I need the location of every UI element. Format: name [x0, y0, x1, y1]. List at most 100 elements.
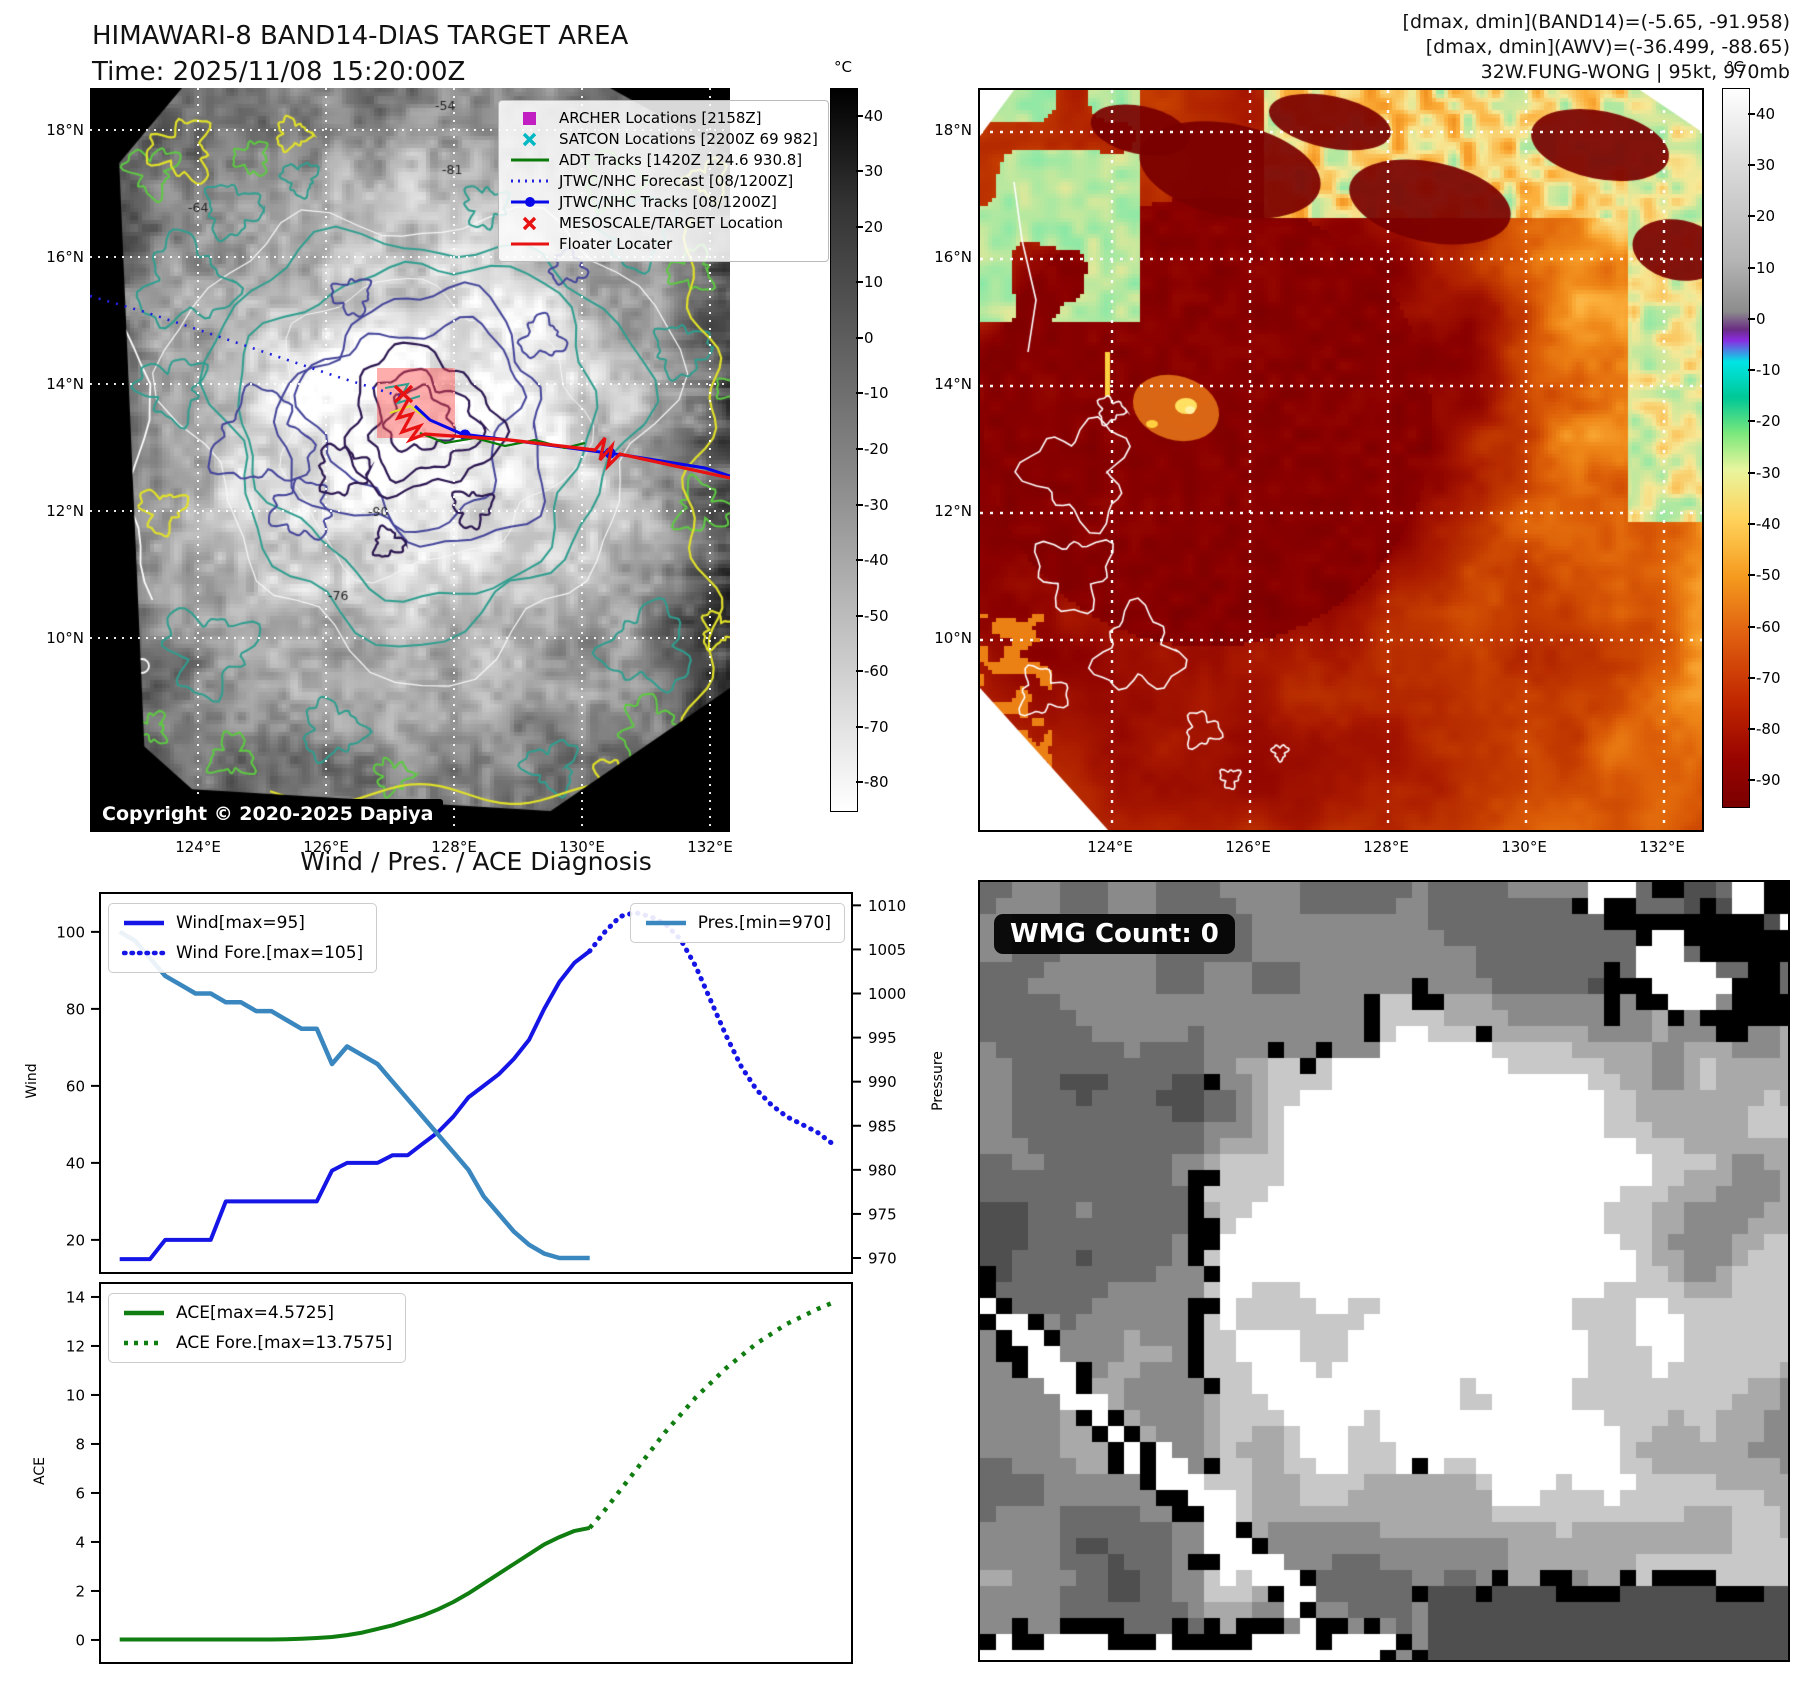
awv-cbar-tickmark [1748, 676, 1755, 679]
awv-cbar-ticklabel: -80 [1756, 720, 1781, 739]
wmg-panel: WMG Count: 0 [978, 880, 1790, 1662]
square-legend-marker-icon [523, 112, 536, 125]
band14-cbar-tickmark [856, 281, 863, 284]
legend-item-3: JTWC/NHC Forecast [08/1200Z] [509, 171, 818, 191]
tr-xtick: 128°E [1363, 838, 1409, 856]
band14-cbar-ticklabel: -30 [864, 495, 889, 514]
awv-map-image [980, 90, 1702, 830]
series-pres- [118, 929, 590, 1261]
awv-cbar-tickmark [1748, 471, 1755, 474]
awv-cbar-tickmark [1748, 779, 1755, 782]
tr-xtick: 124°E [1087, 838, 1133, 856]
tl-xtick: 124°E [175, 838, 221, 856]
tr-xtick: 126°E [1225, 838, 1271, 856]
band14-cbar-ticklabel: 40 [864, 106, 884, 125]
legend-item-6: Floater Locater [509, 234, 818, 254]
awv-cbar-ticklabel: -10 [1756, 361, 1781, 380]
diagnosis-charts: 1008060402010101005100099599098598097597… [56, 892, 906, 1664]
awv-cbar-tickmark [1748, 266, 1755, 269]
band14-cbar-ticklabel: 0 [864, 328, 874, 347]
awv-header-line1: [dmax, dmin](BAND14)=(-5.65, -91.958) [1402, 11, 1790, 33]
band14-cbar-ticklabel: -80 [864, 773, 889, 792]
legend-item-label: SATCON Locations [2200Z 69 982] [559, 130, 818, 148]
tl-ytick: 18°N [46, 121, 84, 139]
series-line-icon [124, 1310, 164, 1316]
wind-legend: Wind[max=95] Wind Fore.[max=105] [108, 903, 378, 973]
svg-text:0: 0 [75, 1631, 85, 1649]
awv-cbar-ticklabel: -60 [1756, 617, 1781, 636]
awv-cbar-ticklabel: 0 [1756, 309, 1766, 328]
band14-cbar-tickmark [856, 114, 863, 117]
awv-cbar-tickmark [1748, 574, 1755, 577]
svg-text:4: 4 [75, 1533, 85, 1551]
legend-item-0: ARCHER Locations [2158Z] [509, 108, 818, 128]
awv-cbar-ticklabel: 40 [1756, 104, 1776, 123]
target-x-icon [393, 384, 414, 404]
tr-ytick: 12°N [934, 502, 972, 520]
tr-ytick: 10°N [934, 629, 972, 647]
legend-item-5: MESOSCALE/TARGET Location [509, 213, 818, 233]
awv-cbar-ticklabel: 30 [1756, 155, 1776, 174]
band14-cbar-tickmark [856, 170, 863, 173]
awv-cbar-ticklabel: -20 [1756, 412, 1781, 431]
wmg-pixel-image [980, 882, 1788, 1660]
svg-text:80: 80 [66, 1000, 85, 1018]
awv-header-line2: [dmax, dmin](AWV)=(-36.499, -88.65) [1425, 36, 1790, 58]
series-line-icon [124, 920, 164, 926]
awv-cbar-ticklabel: 20 [1756, 207, 1776, 226]
svg-text:10: 10 [66, 1386, 85, 1404]
band14-cbar-ticklabel: -40 [864, 551, 889, 570]
svg-text:12: 12 [66, 1337, 85, 1355]
svg-text:40: 40 [66, 1154, 85, 1172]
legend-entry-label: Pres.[min=970] [697, 913, 831, 933]
svg-text:6: 6 [75, 1484, 85, 1502]
band14-panel-title: HIMAWARI-8 BAND14-DIAS TARGET AREA Time:… [92, 18, 628, 90]
awv-cbar-tickmark [1748, 625, 1755, 628]
legend-item-label: JTWC/NHC Tracks [08/1200Z] [559, 193, 777, 211]
tr-ytick: 18°N [934, 121, 972, 139]
svg-text:985: 985 [868, 1117, 897, 1135]
copyright-badge: Copyright © 2020-2025 Dapiya [92, 799, 444, 829]
legend-entry: ACE Fore.[max=13.7575] [122, 1333, 392, 1353]
legend-item-4: JTWC/NHC Tracks [08/1200Z] [509, 192, 818, 212]
band14-cbar-ticklabel: -70 [864, 717, 889, 736]
awv-map-overlay [980, 90, 1702, 830]
band14-cbar-ticklabel: -50 [864, 606, 889, 625]
awv-satellite-map [978, 88, 1704, 832]
awv-colorbar [1722, 88, 1750, 808]
svg-text:980: 980 [868, 1161, 897, 1179]
tl-xtick: 126°E [303, 838, 349, 856]
band14-title-line2: Time: 2025/11/08 15:20:00Z [92, 57, 466, 87]
legend-item-1: SATCON Locations [2200Z 69 982] [509, 129, 818, 149]
band14-cbar-tickmark [856, 225, 863, 228]
series-line-icon [122, 950, 166, 956]
awv-cbar-ticklabel: 10 [1756, 258, 1776, 277]
svg-text:970: 970 [868, 1250, 897, 1268]
awv-cbar-ticklabel: -40 [1756, 514, 1781, 533]
tl-ytick: 12°N [46, 502, 84, 520]
band14-cbar-tickmark [856, 392, 863, 395]
legend-item-2: ADT Tracks [1420Z 124.6 930.8] [509, 150, 818, 170]
tr-xtick: 130°E [1501, 838, 1547, 856]
awv-cbar-tickmark [1748, 317, 1755, 320]
series-wind [119, 949, 591, 1262]
series-ace-fore- [587, 1300, 834, 1530]
band14-cbar-tickmark [856, 448, 863, 450]
legend-entry-label: ACE Fore.[max=13.7575] [176, 1333, 393, 1353]
svg-text:990: 990 [868, 1073, 897, 1091]
tr-ytick: 16°N [934, 248, 972, 266]
tl-ytick: 10°N [46, 629, 84, 647]
svg-text:100: 100 [56, 923, 85, 941]
awv-cbar-ticklabel: -70 [1756, 668, 1781, 687]
legend-entry: Wind Fore.[max=105] [122, 943, 363, 963]
awv-cbar-ticklabel: -50 [1756, 566, 1781, 585]
band14-cbar-ticklabel: 10 [864, 273, 884, 292]
band14-cbar-tickmark [856, 503, 863, 506]
band14-colorbar-unit: °C [834, 58, 852, 76]
tl-xtick: 128°E [431, 838, 477, 856]
band14-cbar-tickmark [856, 336, 863, 339]
svg-text:1005: 1005 [868, 941, 906, 959]
ace-legend: ACE[max=4.5725] ACE Fore.[max=13.7575] [108, 1293, 407, 1363]
series-line-icon [124, 1340, 164, 1346]
awv-cbar-tickmark [1748, 215, 1755, 218]
